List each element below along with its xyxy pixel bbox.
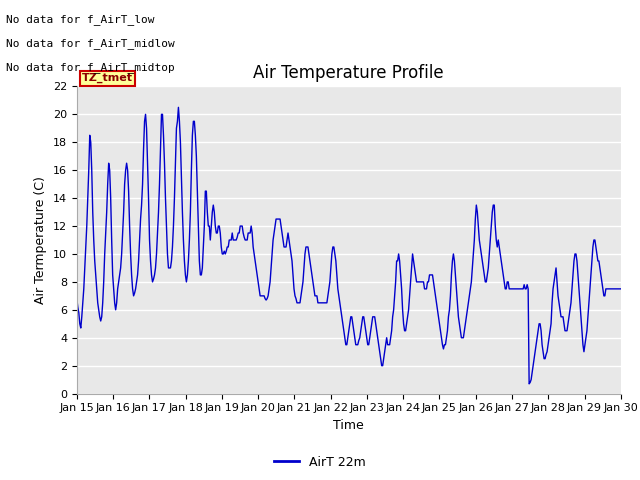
Text: No data for f_AirT_low: No data for f_AirT_low — [6, 14, 155, 25]
Text: No data for f_AirT_midtop: No data for f_AirT_midtop — [6, 62, 175, 73]
Text: No data for f_AirT_midlow: No data for f_AirT_midlow — [6, 38, 175, 49]
Legend: AirT 22m: AirT 22m — [269, 451, 371, 474]
Title: Air Temperature Profile: Air Temperature Profile — [253, 64, 444, 82]
X-axis label: Time: Time — [333, 419, 364, 432]
Text: TZ_tmet: TZ_tmet — [82, 73, 133, 84]
Y-axis label: Air Termperature (C): Air Termperature (C) — [35, 176, 47, 304]
